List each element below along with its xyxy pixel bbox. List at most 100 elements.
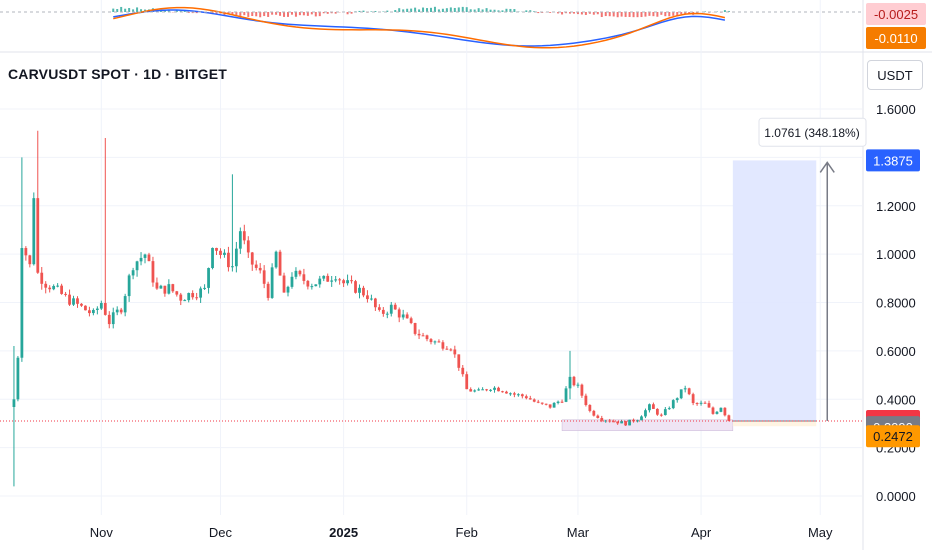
- oscillator-histogram-bar: [466, 7, 468, 12]
- candle-body: [231, 266, 234, 267]
- candle: [104, 138, 107, 316]
- candle: [156, 278, 159, 290]
- candle-body: [414, 323, 417, 334]
- price-badge: 1.3875: [866, 149, 920, 171]
- candle-body: [291, 277, 294, 287]
- candle-body: [52, 286, 55, 289]
- candle-body: [20, 248, 23, 358]
- candle: [414, 323, 417, 336]
- candle-body: [493, 388, 496, 390]
- candle: [295, 267, 298, 279]
- candle-body: [445, 349, 448, 350]
- candle-body: [76, 298, 79, 303]
- candle-body: [112, 312, 115, 324]
- y-tick-label: 0.8000: [876, 296, 916, 311]
- candle-body: [64, 294, 67, 295]
- candle: [370, 295, 373, 301]
- candle: [263, 265, 266, 288]
- oscillator-histogram-bar: [625, 12, 627, 17]
- candle: [676, 397, 679, 402]
- oscillator-histogram-bar: [458, 7, 460, 12]
- candle-body: [96, 309, 99, 310]
- candle-body: [573, 377, 576, 385]
- candle-body: [239, 231, 242, 248]
- candle: [322, 275, 325, 281]
- oscillator-histogram-bar: [597, 12, 599, 14]
- candle-body: [88, 310, 91, 313]
- candle: [56, 283, 59, 287]
- candle-body: [350, 280, 353, 281]
- measure-tooltip: 1.0761 (348.18%): [759, 118, 866, 146]
- oscillator-histogram-bar: [120, 7, 122, 12]
- candle: [660, 413, 663, 416]
- candle: [13, 346, 16, 486]
- candle: [716, 411, 719, 415]
- candle: [724, 407, 727, 416]
- candle: [473, 389, 476, 392]
- candle-body: [322, 276, 325, 279]
- oscillator-histogram-bar: [450, 7, 452, 12]
- oscillator-histogram-bar: [128, 8, 130, 12]
- oscillator-histogram-bar: [434, 7, 436, 12]
- measure-tooltip-text: 1.0761 (348.18%): [764, 126, 859, 140]
- oscillator-histogram-bar: [243, 12, 245, 15]
- candle-body: [426, 335, 429, 339]
- candle-body: [346, 280, 349, 283]
- candle: [584, 394, 587, 407]
- candle-body: [314, 284, 317, 286]
- candle: [80, 303, 83, 307]
- candle: [179, 293, 182, 305]
- candle: [64, 292, 67, 297]
- candle-body: [648, 404, 651, 410]
- candle: [350, 275, 353, 283]
- candle: [227, 247, 230, 272]
- candle: [128, 274, 131, 302]
- candle-body: [207, 268, 210, 288]
- oscillator-histogram-bar: [672, 12, 674, 16]
- candle: [88, 307, 91, 317]
- candle-body: [438, 341, 441, 342]
- candle: [477, 388, 480, 391]
- candle: [36, 131, 39, 274]
- candle: [565, 386, 568, 402]
- candle-body: [227, 253, 230, 267]
- candle-body: [80, 304, 83, 306]
- candle: [652, 403, 655, 409]
- candle: [175, 291, 178, 297]
- candle-body: [306, 281, 309, 287]
- candle: [44, 281, 47, 293]
- candle-body: [696, 403, 699, 404]
- candle-body: [247, 240, 250, 252]
- candle-body: [211, 248, 214, 268]
- candle-body: [553, 403, 556, 408]
- candle: [700, 401, 703, 406]
- oscillator-histogram-bar: [537, 12, 539, 13]
- oscillator-histogram-bar: [259, 12, 261, 17]
- candle: [116, 306, 119, 315]
- candle-body: [235, 249, 238, 267]
- candle: [330, 276, 333, 287]
- candle: [720, 407, 723, 412]
- candle-body: [624, 421, 627, 425]
- currency-selector[interactable]: USDT: [867, 60, 923, 90]
- candle-body: [191, 293, 194, 297]
- candle-body: [513, 393, 516, 394]
- projection-target-zone: [733, 160, 816, 421]
- oscillator-histogram-bar: [295, 12, 297, 17]
- oscillator-histogram-bar: [640, 12, 642, 17]
- candle-body: [541, 403, 544, 404]
- candle-body: [382, 310, 385, 314]
- candle: [326, 274, 329, 282]
- candle-body: [469, 389, 472, 391]
- candle-body: [362, 288, 365, 296]
- x-tick-label: Apr: [691, 525, 712, 540]
- oscillator-histogram-bar: [648, 12, 650, 16]
- candle-body: [140, 258, 143, 261]
- candle: [243, 225, 246, 244]
- candle: [672, 399, 675, 409]
- candle-body: [374, 299, 377, 308]
- x-tick-label: Dec: [209, 525, 233, 540]
- candle-body: [255, 265, 258, 268]
